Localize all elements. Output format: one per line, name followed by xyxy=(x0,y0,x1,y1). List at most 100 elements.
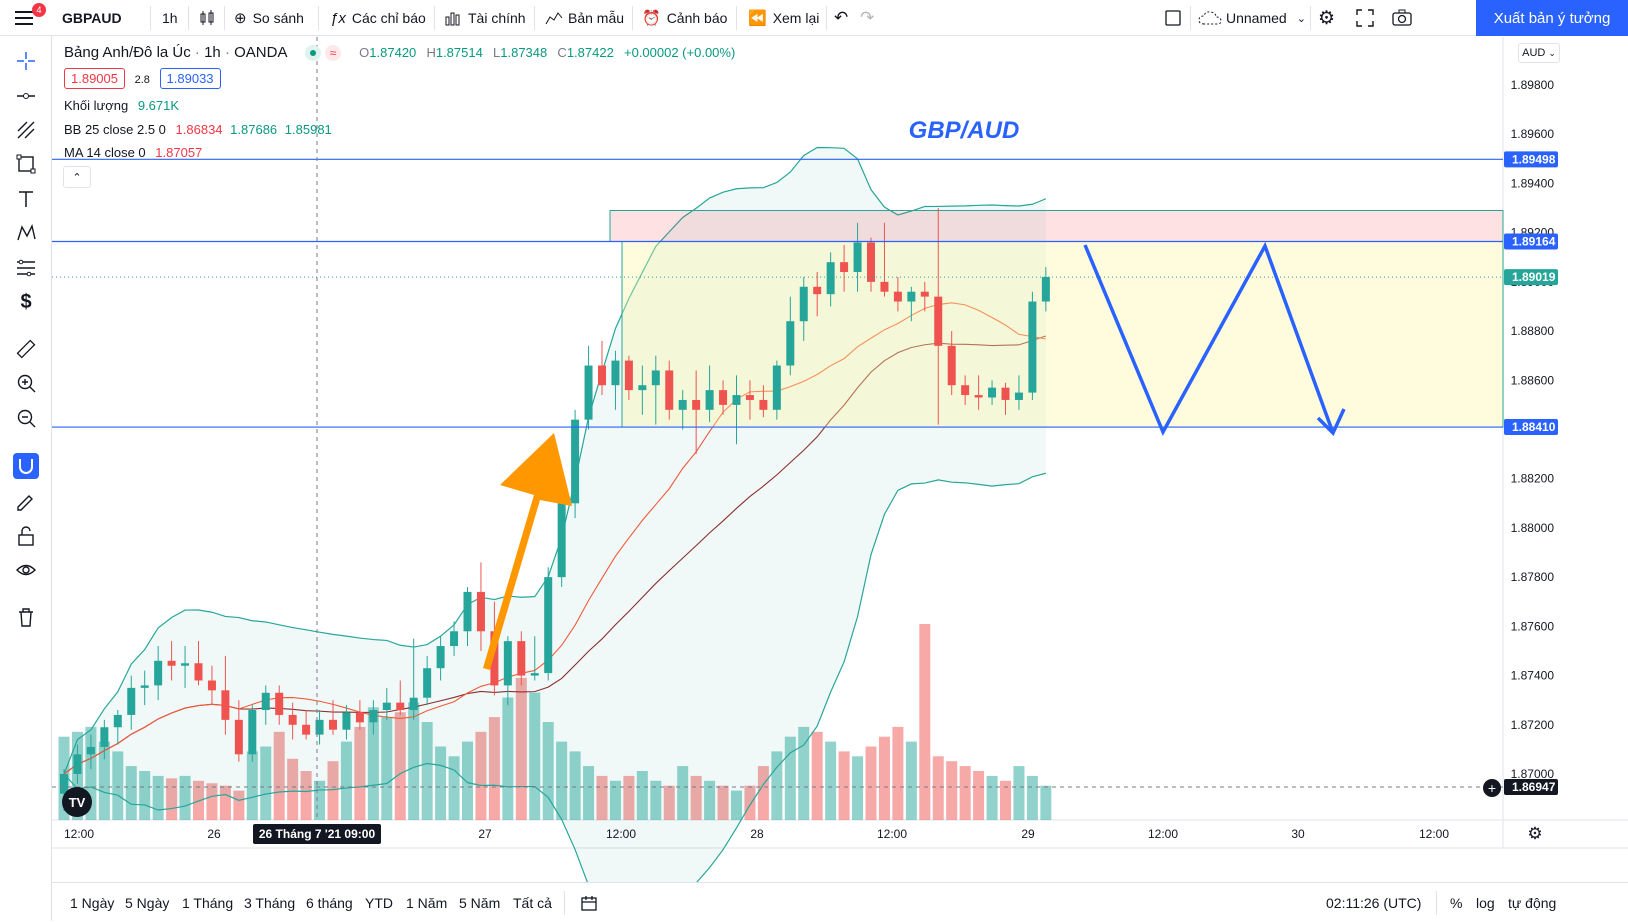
candle xyxy=(302,710,311,740)
templates-button[interactable]: Bản mẫu xyxy=(545,0,624,36)
goto-date-button[interactable] xyxy=(580,883,598,922)
lock-drawings-tool[interactable] xyxy=(13,523,39,549)
sell-button[interactable]: 1.89005 xyxy=(64,68,125,89)
range-button[interactable]: 5 Năm xyxy=(459,894,501,911)
indicators-button[interactable]: ƒx Các chỉ báo xyxy=(330,0,426,36)
bb-fill xyxy=(64,147,1046,921)
volume-bar xyxy=(354,726,366,820)
price-label-box xyxy=(1504,151,1558,168)
candle-body xyxy=(571,419,580,504)
currency-selector[interactable]: AUD ⌄ xyxy=(1518,43,1560,63)
range-button[interactable]: Tất cả xyxy=(513,894,552,911)
volume-bar xyxy=(932,756,944,820)
candle xyxy=(261,685,270,725)
axis-settings-button[interactable]: ⚙ xyxy=(1524,823,1546,845)
volume-bar xyxy=(852,756,864,820)
range-button[interactable]: 3 Tháng xyxy=(244,894,296,911)
screenshot-button[interactable] xyxy=(1392,0,1412,36)
alerts-button[interactable]: ⏰ Cảnh báo xyxy=(642,0,727,36)
candle xyxy=(530,636,539,681)
text-tool[interactable] xyxy=(13,186,39,212)
undo-button[interactable]: ↶ xyxy=(834,0,848,36)
clock-time[interactable]: 02:11:26 (UTC) xyxy=(1326,894,1422,911)
volume-bar xyxy=(838,751,850,820)
range-button[interactable]: YTD xyxy=(365,894,393,911)
volume-bar xyxy=(811,731,823,820)
hide-drawings-tool[interactable] xyxy=(13,557,39,583)
candle xyxy=(275,685,284,725)
shape-tool[interactable] xyxy=(13,151,39,177)
candle-body xyxy=(624,360,633,391)
pattern-tool[interactable] xyxy=(13,220,39,246)
layout-toggle-button[interactable] xyxy=(1164,0,1182,36)
price-axis-tick: 1.89000 xyxy=(1511,275,1555,289)
publish-idea-button[interactable]: Xuất bản ý tưởng xyxy=(1476,0,1628,36)
chart-type-button[interactable] xyxy=(198,0,216,36)
range-button[interactable]: 1 Ngày xyxy=(70,894,115,911)
range-button[interactable]: 1 Năm xyxy=(406,894,448,911)
layout-name-button[interactable]: Unnamed ⌄ xyxy=(1198,0,1306,36)
symbol-exchange: OANDA xyxy=(234,44,287,61)
stay-in-drawing-tool[interactable] xyxy=(13,488,39,514)
interval-button[interactable]: 1h xyxy=(162,0,178,36)
time-axis-tick: 26 xyxy=(207,827,221,841)
pattern-icon xyxy=(17,223,36,241)
volume-bar xyxy=(878,736,890,820)
collapse-legend-button[interactable]: ⌃ xyxy=(63,166,91,188)
magnet-tool[interactable] xyxy=(13,453,39,479)
candle xyxy=(423,655,432,706)
percent-scale-toggle[interactable]: % xyxy=(1450,894,1463,911)
range-button[interactable]: 1 Tháng xyxy=(182,894,234,911)
candle xyxy=(100,719,109,760)
divider xyxy=(632,6,633,30)
bb-value-basis: 1.86834 xyxy=(175,122,223,137)
price-axis-tick: 1.88600 xyxy=(1511,373,1555,387)
tradingview-logo[interactable]: TV xyxy=(62,787,92,817)
menu-button[interactable] xyxy=(14,0,36,36)
buy-button[interactable]: 1.89033 xyxy=(159,68,221,89)
volume-bar xyxy=(179,775,191,820)
bid-ask-row: 1.89005 2.8 1.89033 xyxy=(64,68,221,89)
settings-button[interactable]: ⚙ xyxy=(1318,0,1335,36)
range-button[interactable]: 6 tháng xyxy=(306,894,353,911)
add-alert-button[interactable]: + xyxy=(1483,779,1501,797)
financials-button[interactable]: Tài chính xyxy=(444,0,526,36)
remove-drawings-tool[interactable] xyxy=(13,604,39,630)
fullscreen-button[interactable] xyxy=(1356,0,1374,36)
volume-bar xyxy=(340,741,352,820)
symbol-search-button[interactable]: GBPAUD xyxy=(62,0,122,36)
crosshair-tool[interactable] xyxy=(13,48,39,74)
volume-bar xyxy=(690,775,702,820)
volume-legend[interactable]: Khối lượng 9.671K xyxy=(64,98,179,113)
trend-line-tool[interactable] xyxy=(13,83,39,109)
candle-body xyxy=(100,727,109,747)
candle xyxy=(611,350,620,410)
ma-legend[interactable]: MA 14 close 0 1.87057 xyxy=(64,145,202,160)
range-button[interactable]: 5 Ngày xyxy=(125,894,170,911)
price-tool[interactable]: $ xyxy=(13,289,39,315)
price-axis-tick: 1.87400 xyxy=(1511,669,1555,683)
divider xyxy=(826,6,827,30)
candle xyxy=(961,375,970,405)
zoom-out-tool[interactable] xyxy=(13,405,39,431)
redo-button[interactable]: ↷ xyxy=(860,0,874,36)
volume-bar xyxy=(609,780,621,820)
replay-button[interactable]: ⏪ Xem lại xyxy=(748,0,819,36)
horizontal-line-icon xyxy=(17,93,35,99)
candle xyxy=(840,244,849,292)
prediction-tool[interactable] xyxy=(13,255,39,281)
log-scale-toggle[interactable]: log xyxy=(1476,894,1495,911)
bb-value-lower: 1.85981 xyxy=(284,122,332,137)
auto-scale-toggle[interactable]: tự động xyxy=(1508,894,1557,911)
ruler-tool[interactable] xyxy=(13,336,39,362)
fib-tool[interactable] xyxy=(13,117,39,143)
bb-legend[interactable]: BB 25 close 2.5 0 1.86834 1.87686 1.8598… xyxy=(64,122,332,137)
candle-body xyxy=(248,710,257,755)
forecast-arrow-head xyxy=(1316,408,1346,437)
candle xyxy=(947,331,956,396)
compare-button[interactable]: ⊕ So sánh xyxy=(234,0,304,36)
candle-body xyxy=(853,242,862,273)
candle xyxy=(517,631,526,686)
zoom-in-tool[interactable] xyxy=(13,370,39,396)
